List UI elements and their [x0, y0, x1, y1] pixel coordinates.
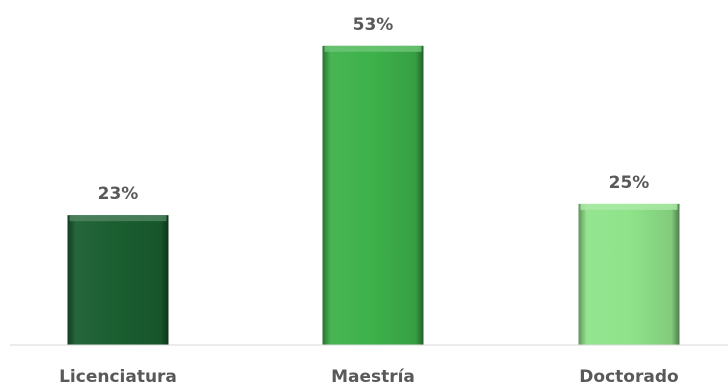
x-tick-label-doctorado: Doctorado — [579, 367, 678, 386]
data-label-doctorado: 25% — [609, 173, 650, 193]
bar-licenciatura-bevel — [69, 215, 167, 222]
labels-group: 23% Licenciatura 53% Maestría 25% Doctorado — [59, 15, 679, 386]
bars-group — [67, 45, 680, 345]
bar-maestria — [322, 45, 424, 345]
x-tick-label-licenciatura: Licenciatura — [59, 367, 177, 386]
bar-licenciatura — [67, 215, 169, 345]
data-label-maestria: 53% — [353, 15, 394, 35]
bar-doctorado — [578, 203, 680, 345]
bar-maestria-bevel — [324, 45, 422, 52]
bar-doctorado-bevel — [580, 203, 678, 210]
x-tick-label-maestria: Maestría — [331, 367, 415, 386]
data-label-licenciatura: 23% — [98, 184, 139, 204]
